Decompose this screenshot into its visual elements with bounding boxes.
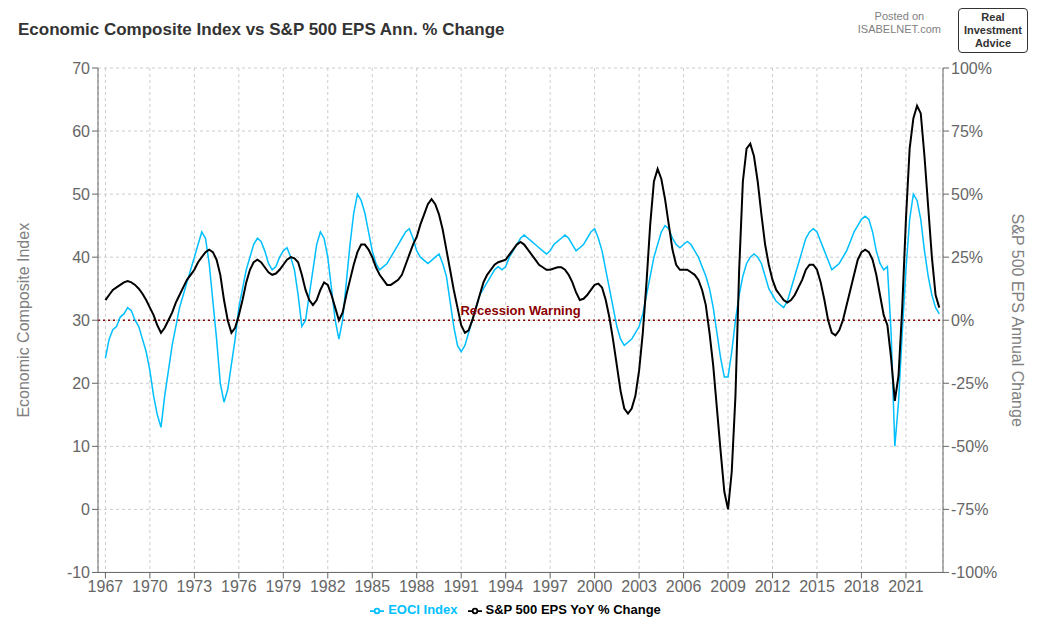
svg-text:1991: 1991 bbox=[443, 578, 479, 595]
svg-text:30: 30 bbox=[72, 312, 90, 329]
svg-text:2000: 2000 bbox=[577, 578, 613, 595]
svg-text:-100%: -100% bbox=[951, 564, 997, 581]
svg-text:50: 50 bbox=[72, 186, 90, 203]
svg-text:2015: 2015 bbox=[799, 578, 835, 595]
svg-text:60: 60 bbox=[72, 123, 90, 140]
svg-text:75%: 75% bbox=[951, 123, 983, 140]
svg-text:20: 20 bbox=[72, 375, 90, 392]
svg-text:-50%: -50% bbox=[951, 438, 988, 455]
svg-text:25%: 25% bbox=[951, 249, 983, 266]
svg-text:1988: 1988 bbox=[399, 578, 435, 595]
svg-text:1970: 1970 bbox=[132, 578, 168, 595]
svg-text:1967: 1967 bbox=[88, 578, 124, 595]
svg-text:S&P 500 EPS Annual Change: S&P 500 EPS Annual Change bbox=[1009, 214, 1026, 427]
svg-text:2012: 2012 bbox=[755, 578, 791, 595]
svg-text:1976: 1976 bbox=[221, 578, 257, 595]
svg-text:50%: 50% bbox=[951, 186, 983, 203]
svg-text:40: 40 bbox=[72, 249, 90, 266]
svg-text:1997: 1997 bbox=[532, 578, 568, 595]
svg-text:0: 0 bbox=[81, 501, 90, 518]
svg-text:1973: 1973 bbox=[177, 578, 213, 595]
svg-text:-75%: -75% bbox=[951, 501, 988, 518]
svg-text:10: 10 bbox=[72, 438, 90, 455]
svg-text:70: 70 bbox=[72, 60, 90, 77]
html-text:S&P 500 EPS YoY % Change: S&P 500 EPS YoY % Change bbox=[485, 602, 661, 618]
svg-text:2018: 2018 bbox=[844, 578, 880, 595]
html-text:EOCI Index: EOCI Index bbox=[388, 602, 458, 618]
html-text:Posted on ISABELNET.com: Posted on ISABELNET.com bbox=[857, 10, 941, 35]
svg-text:-10: -10 bbox=[67, 564, 90, 581]
html-text:Economic Composite Index vs S&: Economic Composite Index vs S&P 500 EPS … bbox=[18, 20, 505, 39]
svg-text:1994: 1994 bbox=[488, 578, 524, 595]
svg-text:0%: 0% bbox=[951, 312, 974, 329]
html-text:Real Investment Advice: Real Investment Advice bbox=[963, 11, 1022, 49]
svg-text:2003: 2003 bbox=[621, 578, 657, 595]
svg-text:Economic Composite Index: Economic Composite Index bbox=[15, 223, 32, 418]
svg-text:1979: 1979 bbox=[266, 578, 302, 595]
svg-text:100%: 100% bbox=[951, 60, 992, 77]
svg-text:-25%: -25% bbox=[951, 375, 988, 392]
svg-text:1982: 1982 bbox=[310, 578, 346, 595]
svg-text:2006: 2006 bbox=[666, 578, 702, 595]
svg-text:2009: 2009 bbox=[710, 578, 746, 595]
svg-text:1985: 1985 bbox=[354, 578, 390, 595]
svg-text:Recession Warning: Recession Warning bbox=[460, 303, 580, 318]
svg-text:2021: 2021 bbox=[888, 578, 924, 595]
